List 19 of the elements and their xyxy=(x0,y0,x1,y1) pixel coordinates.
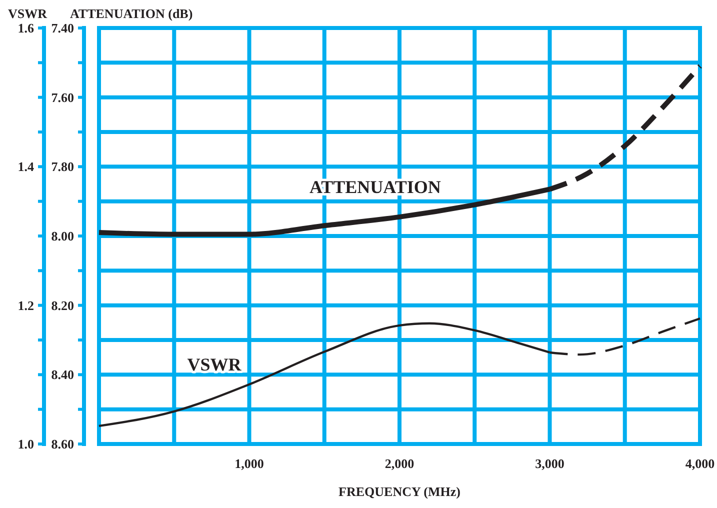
x-tick-label: 2,000 xyxy=(384,456,414,471)
y-tick-label: 8.40 xyxy=(51,367,74,382)
y-tick-label: 7.60 xyxy=(51,90,74,105)
y-tick-label: 8.60 xyxy=(51,436,74,452)
y-tick-label: 8.20 xyxy=(51,298,74,313)
y2-tick-label: 1.6 xyxy=(18,20,34,36)
y2-tick-label: 1.2 xyxy=(18,298,34,313)
y2-tick-label: 1.0 xyxy=(18,436,34,452)
x-axis-title: FREQUENCY (MHz) xyxy=(338,484,460,499)
x-tick-label: 3,000 xyxy=(535,456,564,471)
y-axis-title: ATTENUATION (dB) xyxy=(70,6,193,21)
y2-axis-title: VSWR xyxy=(8,6,48,21)
y-tick-label: 7.40 xyxy=(51,20,74,36)
series-label: VSWR xyxy=(187,354,242,374)
y-tick-label: 8.00 xyxy=(51,228,74,244)
x-tick-label: 1,000 xyxy=(234,456,264,471)
y-tick-label: 7.80 xyxy=(51,159,74,174)
x-tick-label: 4,000 xyxy=(685,456,715,471)
y2-tick-label: 1.4 xyxy=(18,159,34,174)
